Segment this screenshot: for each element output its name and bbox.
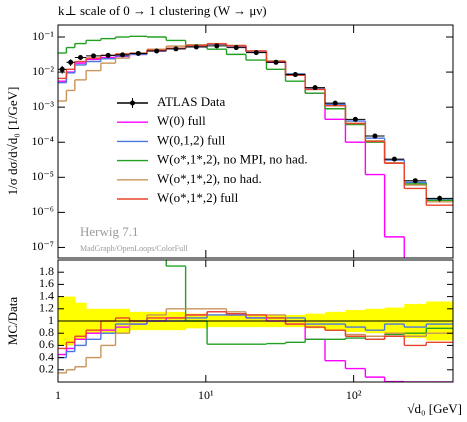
y-tick-label: 10⁻⁴ xyxy=(31,134,54,148)
ratio-y-tick-label: 1.8 xyxy=(39,264,54,278)
data-point xyxy=(77,55,83,61)
data-point xyxy=(154,48,160,54)
ratio-y-tick-label: 0.8 xyxy=(39,325,54,339)
y-tick-label: 10⁻⁵ xyxy=(31,169,54,183)
data-point xyxy=(352,116,358,122)
ratio-y-tick-label: 1.4 xyxy=(39,288,54,302)
x-tick-label: 10¹ xyxy=(198,388,214,402)
data-point xyxy=(372,133,378,139)
ratio-y-tick-label: 1.2 xyxy=(39,301,54,315)
main-frame xyxy=(57,24,454,259)
legend-label: W(0,1,2) full xyxy=(157,132,226,147)
ratio-axis-label: MC/Data xyxy=(5,297,20,346)
legend-label: W(o*,1*,2) full xyxy=(157,190,239,205)
data-point xyxy=(91,53,97,59)
y-tick-label: 10⁻⁶ xyxy=(31,204,54,218)
main-plot xyxy=(58,35,453,258)
data-point xyxy=(120,52,126,58)
y-tick-label: 10⁻¹ xyxy=(32,29,54,43)
legend-label: W(o*,1*,2), no had. xyxy=(157,171,262,186)
data-point xyxy=(437,195,443,201)
data-point xyxy=(135,50,141,56)
y-tick-label: 10⁻⁷ xyxy=(31,239,54,253)
data-point xyxy=(214,43,220,49)
x-axis-label: √d₀ [GeV] xyxy=(407,401,462,416)
x-tick-label: 1 xyxy=(55,388,61,402)
legend-label: W(o*,1*,2), no MPI, no had. xyxy=(157,152,308,167)
chart-title: k⊥ scale of 0 → 1 clustering (W → μν) xyxy=(58,3,267,18)
x-tick-label: 10² xyxy=(346,388,362,402)
data-point xyxy=(391,156,397,162)
data-point xyxy=(253,50,259,56)
data-point xyxy=(332,100,338,106)
data-point xyxy=(59,66,65,72)
legend-label: ATLAS Data xyxy=(157,94,225,109)
ratio-y-tick-label: 1.6 xyxy=(39,276,54,290)
data-point xyxy=(105,52,111,58)
ratio-y-tick-label: 1 xyxy=(48,313,54,327)
annotation: MadGraph/OpenLoops/ColorFull xyxy=(80,244,188,253)
data-point xyxy=(292,72,298,78)
data-point xyxy=(312,85,318,91)
data-point xyxy=(173,46,179,52)
annotation: Herwig 7.1 xyxy=(80,224,139,239)
data-point xyxy=(412,178,418,184)
y-tick-label: 10⁻² xyxy=(32,64,54,78)
data-point xyxy=(233,45,239,51)
y-tick-label: 10⁻³ xyxy=(32,99,54,113)
ratio-y-tick-label: 0.4 xyxy=(39,349,54,363)
ratio-y-tick-label: 0.2 xyxy=(39,362,54,376)
y-axis-label: 1/σ dσ/d√d₀ [1/GeV] xyxy=(5,87,20,196)
data-point xyxy=(68,59,74,65)
ratio-y-tick-label: 0.6 xyxy=(39,337,54,351)
legend-swatch xyxy=(130,100,135,106)
data-point xyxy=(273,59,279,65)
legend-label: W(0) full xyxy=(157,113,206,128)
ratio-plot xyxy=(58,260,453,382)
data-point xyxy=(193,44,199,50)
